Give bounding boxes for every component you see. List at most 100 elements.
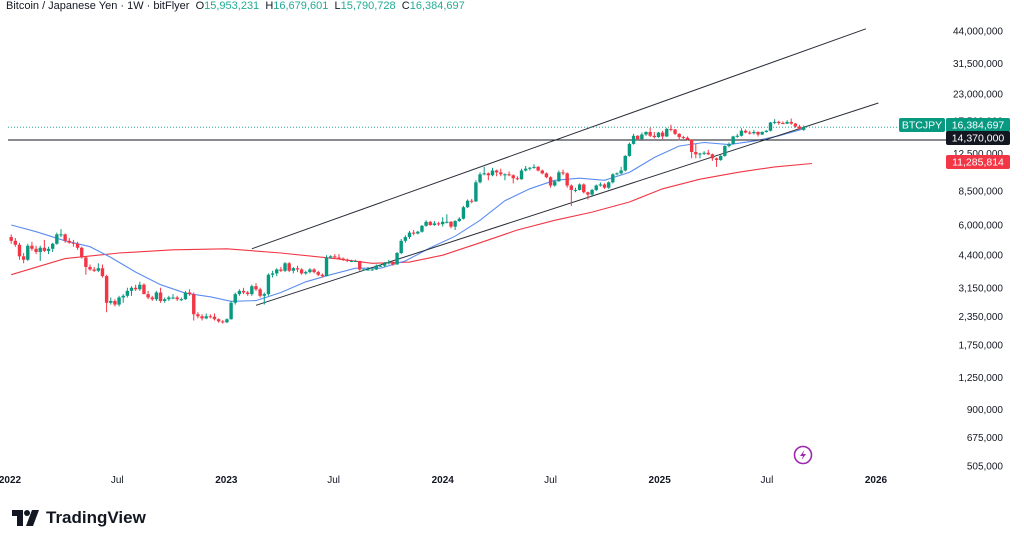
open-value: 15,953,231 <box>204 0 260 12</box>
brand-name: TradingView <box>46 508 146 527</box>
price-tick-label: 675,000 <box>967 433 1004 444</box>
symbol-header[interactable]: Bitcoin / Japanese Yen · 1W · bitFlyer O… <box>6 0 465 12</box>
candle-body <box>544 173 549 178</box>
candle-body <box>92 269 96 271</box>
candle-body <box>183 292 188 300</box>
candle-body <box>378 265 383 267</box>
candle-body <box>84 257 88 267</box>
candle-body <box>241 290 246 293</box>
candle-body <box>146 294 150 298</box>
high-label: H <box>265 0 274 12</box>
ma-blue-layer <box>11 128 804 302</box>
candle-body <box>38 247 42 252</box>
candle-body <box>428 221 432 226</box>
candle-body <box>370 269 374 271</box>
candle-body <box>21 256 26 260</box>
price-tick-label: 23,000,000 <box>953 90 1003 101</box>
candle-body <box>320 274 325 277</box>
candle-body <box>125 290 130 296</box>
candle-body <box>449 221 453 227</box>
candle-body <box>187 292 192 295</box>
channel-lower-line <box>255 102 879 306</box>
candle-body <box>698 153 702 155</box>
candle-body <box>511 175 515 179</box>
price-axis[interactable]: 44,000,00031,500,00023,000,00017,500,000… <box>953 27 1003 473</box>
candle-body <box>9 237 13 241</box>
candle-body <box>411 232 416 234</box>
time-tick-label: 2022 <box>0 475 22 486</box>
candle-body <box>731 136 735 144</box>
candle-body <box>345 259 349 261</box>
candle-body <box>623 155 627 171</box>
time-tick-label: Jul <box>544 475 557 486</box>
hline-price-text: 14,370,000 <box>952 133 1005 145</box>
time-axis[interactable]: 2022 Jul 2023 Jul 2024 Jul 2025 Jul 2026 <box>0 475 888 486</box>
candle-body <box>470 200 474 202</box>
price-tick-label: 2,350,000 <box>959 312 1004 323</box>
candle-body <box>225 319 229 323</box>
candle-body <box>407 232 412 238</box>
price-tick-label: 3,150,000 <box>959 283 1004 294</box>
candle-body <box>304 272 308 274</box>
channel-layer[interactable] <box>251 28 879 306</box>
symbol-tag-text: BTCJPY <box>902 120 942 132</box>
candle-body <box>706 152 710 155</box>
candle-body <box>312 269 316 273</box>
candle-body <box>374 265 379 270</box>
candle-body <box>158 292 163 301</box>
candle-body <box>46 248 51 251</box>
candle-body <box>192 294 196 315</box>
candle-body <box>801 127 806 130</box>
candle-body <box>465 200 470 208</box>
candle-body <box>279 269 283 271</box>
symbol-title[interactable]: Bitcoin / Japanese Yen · 1W · bitFlyer <box>6 0 190 12</box>
candle-body <box>88 266 92 270</box>
price-tick-label: 505,000 <box>967 462 1004 473</box>
candles-layer <box>9 118 806 324</box>
candle-body <box>710 154 715 159</box>
candle-body <box>175 297 179 300</box>
candle-body <box>681 137 686 139</box>
candle-body <box>772 121 777 123</box>
candle-body <box>445 221 449 223</box>
candle-body <box>669 128 673 130</box>
candle-body <box>569 185 574 190</box>
plot-background <box>8 0 940 466</box>
candle-body <box>768 122 773 131</box>
price-tick-label: 31,500,000 <box>953 59 1003 70</box>
candle-body <box>121 295 125 298</box>
candle-body <box>615 173 619 175</box>
candle-body <box>519 170 524 180</box>
candle-body <box>75 243 80 248</box>
candle-body <box>212 316 217 320</box>
candle-body <box>138 284 142 290</box>
candle-body <box>436 223 441 225</box>
price-tick-label: 1,750,000 <box>959 340 1004 351</box>
horizontal-line-layer[interactable] <box>8 126 946 141</box>
candle-body <box>416 231 420 234</box>
candle-body <box>358 260 362 270</box>
open-label: O <box>195 0 205 12</box>
lightning-icon[interactable] <box>793 445 813 465</box>
tradingview-brand[interactable]: TradingView <box>12 508 146 528</box>
low-value: 15,790,728 <box>340 0 396 12</box>
candle-body <box>627 143 632 156</box>
candle-body <box>528 167 532 169</box>
candle-body <box>341 258 345 260</box>
time-tick-label: Jul <box>111 475 124 486</box>
candle-body <box>689 139 694 152</box>
candle-body <box>702 152 706 154</box>
candle-body <box>474 182 478 202</box>
candle-body <box>503 174 507 176</box>
candle-body <box>594 185 598 190</box>
candle-body <box>67 240 71 243</box>
candle-body <box>154 292 159 300</box>
candle-body <box>13 240 18 245</box>
candle-body <box>387 262 391 264</box>
candle-body <box>490 170 495 176</box>
candle-body <box>656 132 661 138</box>
candle-body <box>216 319 221 322</box>
ma-red-price-text: 11,285,814 <box>952 157 1004 169</box>
candle-body <box>797 126 802 129</box>
